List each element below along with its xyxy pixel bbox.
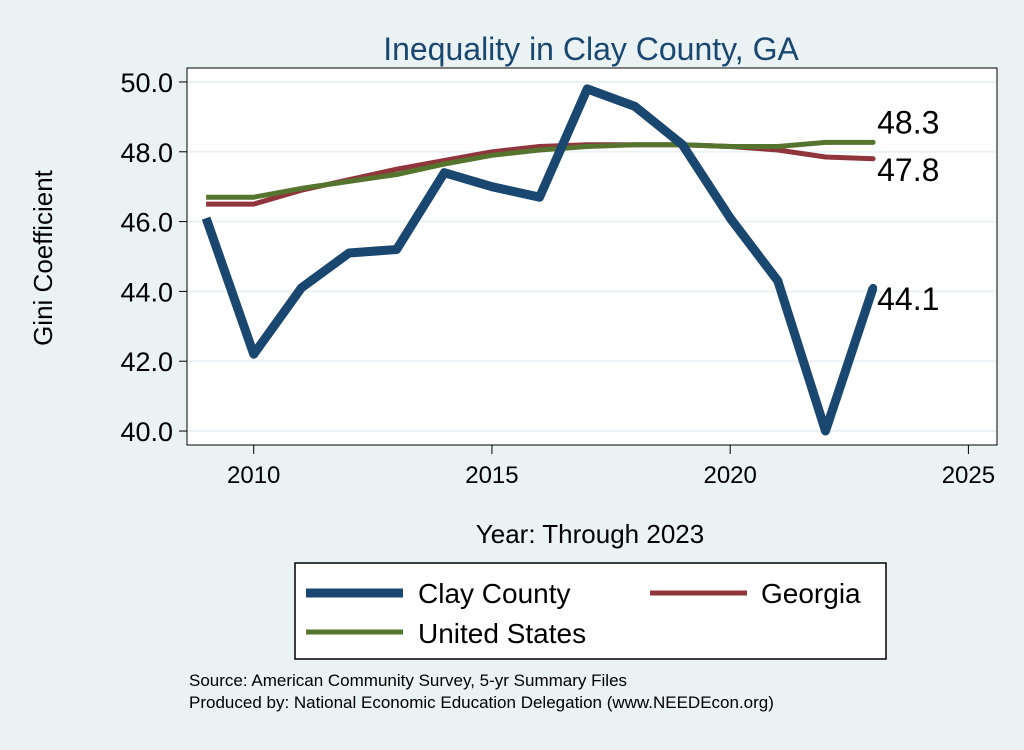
end-labels: 44.1 47.8 48.3: [877, 104, 939, 317]
x-axis-label: Year: Through 2023: [476, 519, 704, 549]
x-tick-label-2025: 2025: [942, 462, 995, 489]
end-label-clay-county: 44.1: [877, 281, 939, 317]
legend-box: [294, 562, 887, 660]
gridlines: [188, 80, 996, 433]
series-line-united-states: [206, 139, 874, 200]
x-tick-label-2010: 2010: [227, 462, 280, 489]
y-tick-label-40: 40.0: [120, 417, 173, 447]
series-line-clay-county: [201, 84, 878, 436]
source-note: Source: American Community Survey, 5-yr …: [189, 671, 627, 690]
y-tick-label-48: 48.0: [120, 138, 173, 168]
y-tick-label-44: 44.0: [120, 277, 173, 307]
legend: Clay County Georgia United States: [294, 562, 887, 660]
producer-note: Produced by: National Economic Education…: [189, 693, 774, 712]
legend-label-georgia: Georgia: [761, 578, 861, 609]
series-layer: [201, 84, 878, 436]
y-tick-label-46: 46.0: [120, 208, 173, 238]
x-tick-label-2015: 2015: [465, 462, 518, 489]
x-axis: 2010 2015 2020 2025: [187, 444, 997, 489]
y-axis: 40.0 42.0 44.0 46.0 48.0 50.0: [120, 68, 188, 447]
legend-label-united-states: United States: [418, 618, 586, 649]
legend-label-clay-county: Clay County: [418, 578, 571, 609]
x-tick-label-2020: 2020: [703, 462, 756, 489]
series-end-point-clay-county: [869, 283, 878, 292]
series-end-point-united-states: [870, 139, 876, 145]
plot-area: [186, 67, 998, 446]
chart-title: Inequality in Clay County, GA: [383, 31, 799, 67]
y-tick-label-42: 42.0: [120, 347, 173, 377]
y-tick-label-50: 50.0: [120, 68, 173, 98]
series-end-point-georgia: [870, 156, 876, 162]
y-axis-label: Gini Coefficient: [28, 169, 58, 346]
end-label-georgia: 47.8: [877, 152, 939, 188]
end-label-united-states: 48.3: [877, 104, 939, 140]
